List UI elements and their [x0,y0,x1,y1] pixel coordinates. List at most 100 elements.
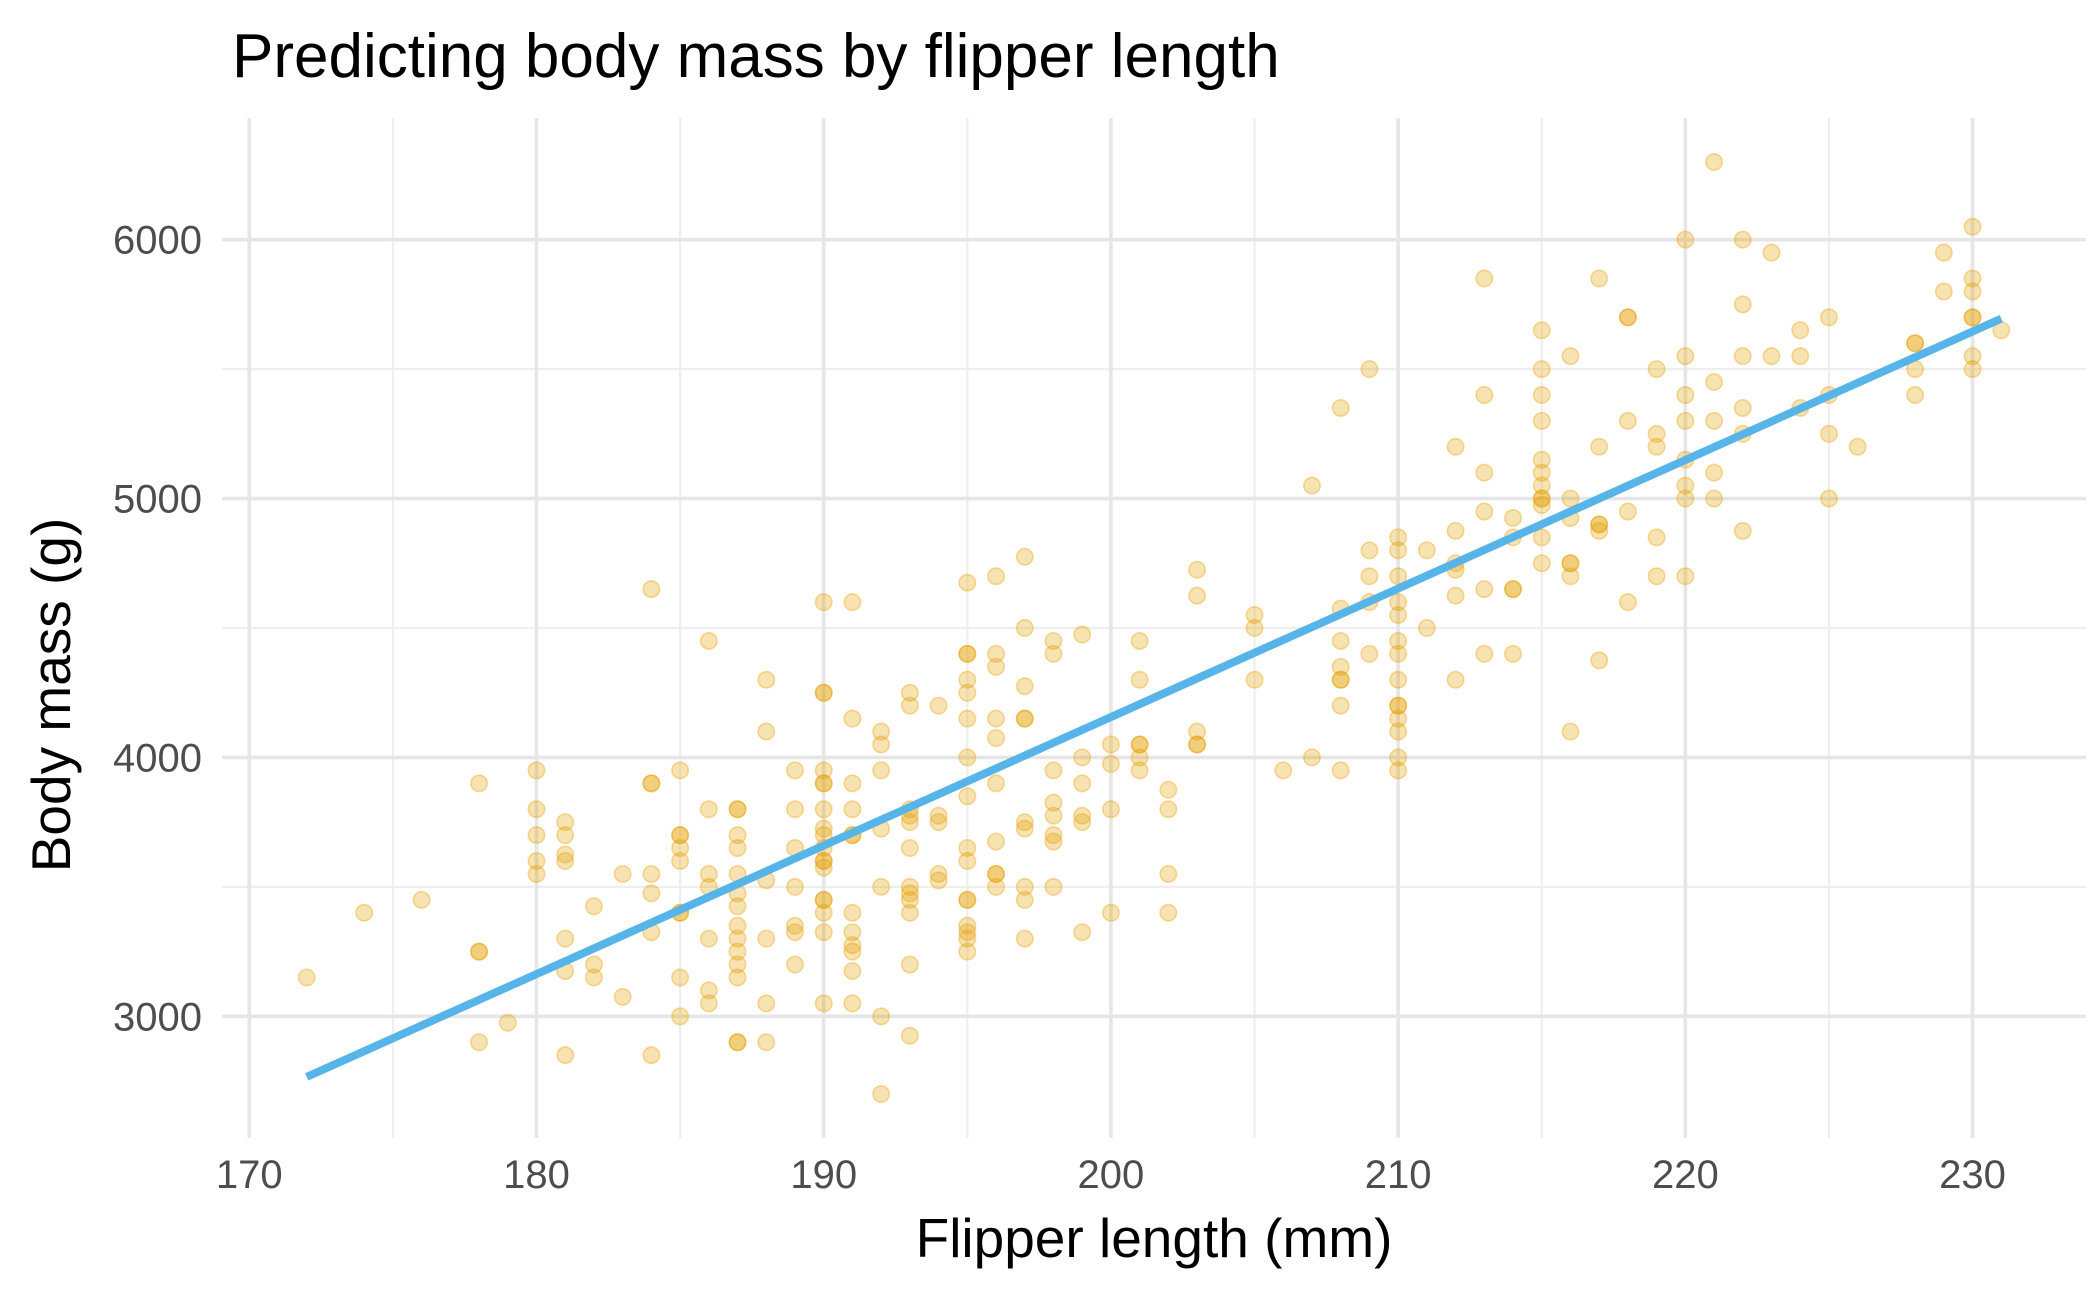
data-points [297,153,2011,1103]
data-point [843,903,862,922]
data-point [1245,670,1264,689]
data-point [1044,644,1063,663]
data-point [642,1046,661,1065]
data-point [1705,489,1724,508]
data-point [1446,586,1465,605]
data-point [958,923,977,942]
data-point [1044,761,1063,780]
data-point [556,813,575,832]
data-point [556,845,575,864]
data-point [1389,644,1408,663]
data-point [1532,360,1551,379]
data-point [1130,748,1149,767]
y-tick-label: 4000 [113,736,202,780]
data-point [1331,657,1350,676]
data-point [900,877,919,896]
data-point [1331,670,1350,689]
data-point [1159,903,1178,922]
data-point [900,839,919,858]
data-point [1532,528,1551,547]
data-point [1331,761,1350,780]
data-point [613,864,632,883]
chart-title: Predicting body mass by flipper length [232,22,1280,91]
data-point [1618,308,1637,327]
data-point [1532,489,1551,508]
data-point [929,696,948,715]
data-point [1188,560,1207,579]
data-point [1101,903,1120,922]
y-tick-label: 3000 [113,995,202,1039]
data-point [1676,476,1695,495]
data-point [929,813,948,832]
data-point [785,923,804,942]
data-point [728,942,747,961]
data-point [814,774,833,793]
data-point [958,839,977,858]
data-point [814,890,833,909]
data-point [1389,528,1408,547]
data-point [1561,347,1580,366]
data-point [1561,489,1580,508]
x-tick-label: 190 [790,1153,857,1197]
data-point [900,696,919,715]
data-point [728,916,747,935]
data-point [785,916,804,935]
data-point [843,994,862,1013]
data-point [814,819,833,838]
data-point [1676,489,1695,508]
data-point [527,826,546,845]
data-point [1705,373,1724,392]
data-point [757,994,776,1013]
data-point [1044,806,1063,825]
data-point [1819,489,1838,508]
data-point [1561,722,1580,741]
data-point [1245,618,1264,637]
data-point [1676,567,1695,586]
data-point [958,890,977,909]
y-tick-label: 5000 [113,478,202,522]
data-point [527,851,546,870]
data-point [987,709,1006,728]
data-point [1618,593,1637,612]
data-point [699,800,718,819]
data-point [1475,502,1494,521]
data-point [470,942,489,961]
data-point [814,851,833,870]
data-point [958,942,977,961]
data-point [1044,631,1063,650]
data-point [470,774,489,793]
data-point [1389,709,1408,728]
data-point [1302,748,1321,767]
data-point [958,890,977,909]
data-point [1130,735,1149,754]
data-point [699,864,718,883]
data-point [1044,793,1063,812]
data-point [1044,832,1063,851]
data-point [814,683,833,702]
data-point [1073,813,1092,832]
data-point [556,1046,575,1065]
data-point [1819,308,1838,327]
data-point [900,955,919,974]
data-point [1331,670,1350,689]
data-point [1015,890,1034,909]
data-point [1647,437,1666,456]
data-point [1389,722,1408,741]
data-point [814,851,833,870]
data-point [556,851,575,870]
data-point [584,897,603,916]
data-point [872,735,891,754]
data-point [1532,496,1551,515]
data-point [987,877,1006,896]
data-point [470,1033,489,1052]
data-point [1647,567,1666,586]
data-point [556,929,575,948]
data-point [671,851,690,870]
data-point [1389,761,1408,780]
data-point [527,864,546,883]
data-point [872,722,891,741]
data-point [814,683,833,702]
data-point [1475,580,1494,599]
data-point [958,916,977,935]
data-point [642,864,661,883]
